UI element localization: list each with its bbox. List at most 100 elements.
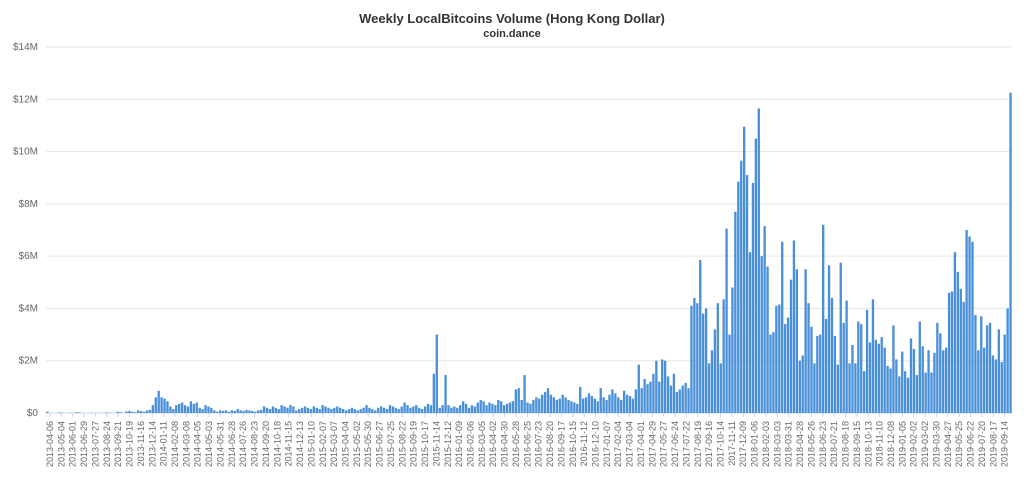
bar[interactable]: [924, 372, 927, 413]
bar[interactable]: [944, 347, 948, 413]
bar[interactable]: [1006, 308, 1009, 413]
bar[interactable]: [927, 350, 930, 413]
bar[interactable]: [119, 412, 122, 413]
bar[interactable]: [707, 363, 711, 413]
bar[interactable]: [693, 297, 696, 413]
bar[interactable]: [497, 399, 500, 413]
bar[interactable]: [590, 396, 594, 413]
bar[interactable]: [912, 348, 916, 413]
bar[interactable]: [819, 334, 822, 413]
bar[interactable]: [520, 399, 523, 413]
bar[interactable]: [277, 409, 280, 413]
bar[interactable]: [728, 334, 731, 413]
bar[interactable]: [142, 411, 146, 413]
bar[interactable]: [959, 288, 962, 413]
bar[interactable]: [125, 411, 128, 413]
bar[interactable]: [391, 406, 395, 413]
bar[interactable]: [889, 368, 892, 413]
bar[interactable]: [567, 399, 570, 413]
bar[interactable]: [295, 410, 298, 413]
bar[interactable]: [444, 375, 447, 413]
bar[interactable]: [532, 399, 535, 413]
bar[interactable]: [233, 410, 236, 413]
bar[interactable]: [795, 269, 799, 413]
bar[interactable]: [415, 405, 418, 413]
bar[interactable]: [552, 397, 556, 413]
bar[interactable]: [892, 325, 895, 413]
bar[interactable]: [983, 347, 986, 413]
bar[interactable]: [511, 401, 515, 413]
bar[interactable]: [453, 406, 456, 413]
bar[interactable]: [906, 377, 910, 413]
bar[interactable]: [678, 389, 681, 413]
bar[interactable]: [824, 318, 828, 413]
bar[interactable]: [760, 256, 763, 413]
bar[interactable]: [842, 322, 845, 413]
bar[interactable]: [988, 322, 992, 413]
bar[interactable]: [78, 412, 81, 413]
bar[interactable]: [467, 407, 471, 413]
bar[interactable]: [634, 389, 638, 413]
bar[interactable]: [786, 317, 790, 413]
bar[interactable]: [523, 375, 526, 413]
bar[interactable]: [593, 398, 597, 413]
bar[interactable]: [283, 406, 286, 413]
bar[interactable]: [286, 407, 289, 413]
bar[interactable]: [649, 381, 652, 413]
bar[interactable]: [962, 301, 965, 413]
bar[interactable]: [300, 407, 304, 413]
bar[interactable]: [46, 411, 49, 413]
bar[interactable]: [810, 326, 813, 413]
bar[interactable]: [827, 265, 831, 413]
bar[interactable]: [265, 407, 269, 413]
bar[interactable]: [696, 303, 699, 413]
bar[interactable]: [192, 403, 195, 413]
bar[interactable]: [213, 410, 216, 413]
bar[interactable]: [581, 398, 585, 413]
bar[interactable]: [134, 412, 137, 413]
bar[interactable]: [947, 292, 951, 413]
bar[interactable]: [737, 181, 740, 413]
bar[interactable]: [541, 394, 544, 413]
bar[interactable]: [898, 376, 901, 413]
bar[interactable]: [180, 402, 184, 413]
bar[interactable]: [822, 224, 825, 413]
bar[interactable]: [163, 398, 166, 413]
bar[interactable]: [555, 399, 558, 413]
bar[interactable]: [137, 410, 140, 413]
bar[interactable]: [482, 401, 485, 413]
bar[interactable]: [971, 241, 974, 413]
bar[interactable]: [617, 397, 620, 413]
bar[interactable]: [479, 399, 482, 413]
bar[interactable]: [245, 409, 248, 413]
bar[interactable]: [839, 262, 842, 413]
bar[interactable]: [58, 412, 61, 413]
bar[interactable]: [655, 360, 658, 413]
bar[interactable]: [643, 379, 646, 413]
bar[interactable]: [251, 410, 254, 413]
bar[interactable]: [374, 410, 377, 413]
bar[interactable]: [830, 297, 834, 413]
bar[interactable]: [292, 406, 295, 413]
bar[interactable]: [740, 160, 743, 413]
bar[interactable]: [833, 335, 837, 413]
bar[interactable]: [620, 399, 623, 413]
bar[interactable]: [1000, 362, 1003, 413]
bar[interactable]: [526, 402, 529, 413]
bar[interactable]: [476, 402, 479, 413]
bar[interactable]: [854, 363, 857, 413]
bar[interactable]: [456, 407, 459, 413]
bar[interactable]: [661, 359, 664, 413]
bar[interactable]: [306, 407, 310, 413]
bar[interactable]: [494, 405, 497, 413]
bar[interactable]: [450, 407, 453, 413]
bar[interactable]: [128, 410, 131, 413]
bar[interactable]: [804, 269, 807, 413]
bar[interactable]: [942, 350, 945, 413]
bar[interactable]: [868, 342, 872, 413]
bar[interactable]: [652, 373, 655, 413]
bar[interactable]: [968, 236, 971, 413]
bar[interactable]: [895, 359, 898, 413]
bar[interactable]: [1003, 334, 1006, 413]
bar[interactable]: [169, 406, 172, 413]
